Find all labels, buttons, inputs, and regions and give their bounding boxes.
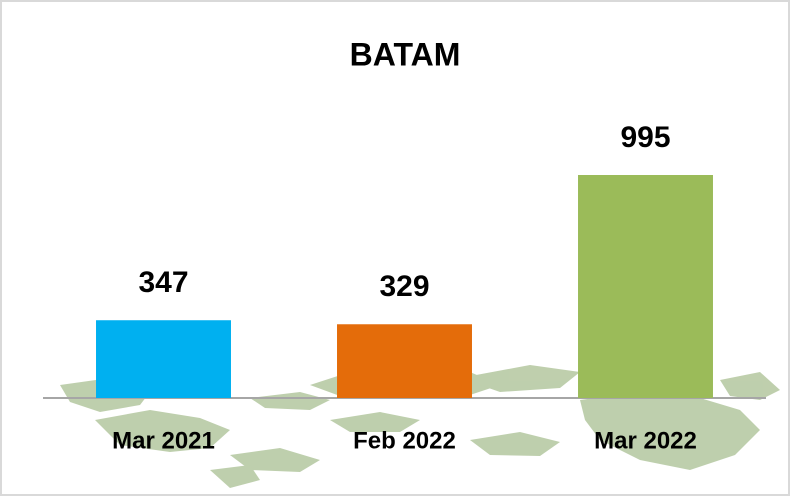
bar	[578, 175, 713, 398]
value-label: 347	[138, 266, 188, 299]
value-label: 995	[620, 121, 670, 154]
bar	[337, 324, 472, 398]
x-tick-label: Mar 2021	[112, 427, 215, 454]
bar	[96, 320, 231, 398]
chart-title: BATAM	[350, 36, 461, 72]
x-tick-label: Feb 2022	[353, 427, 456, 454]
value-label: 329	[379, 270, 429, 303]
x-tick-label: Mar 2022	[594, 427, 697, 454]
